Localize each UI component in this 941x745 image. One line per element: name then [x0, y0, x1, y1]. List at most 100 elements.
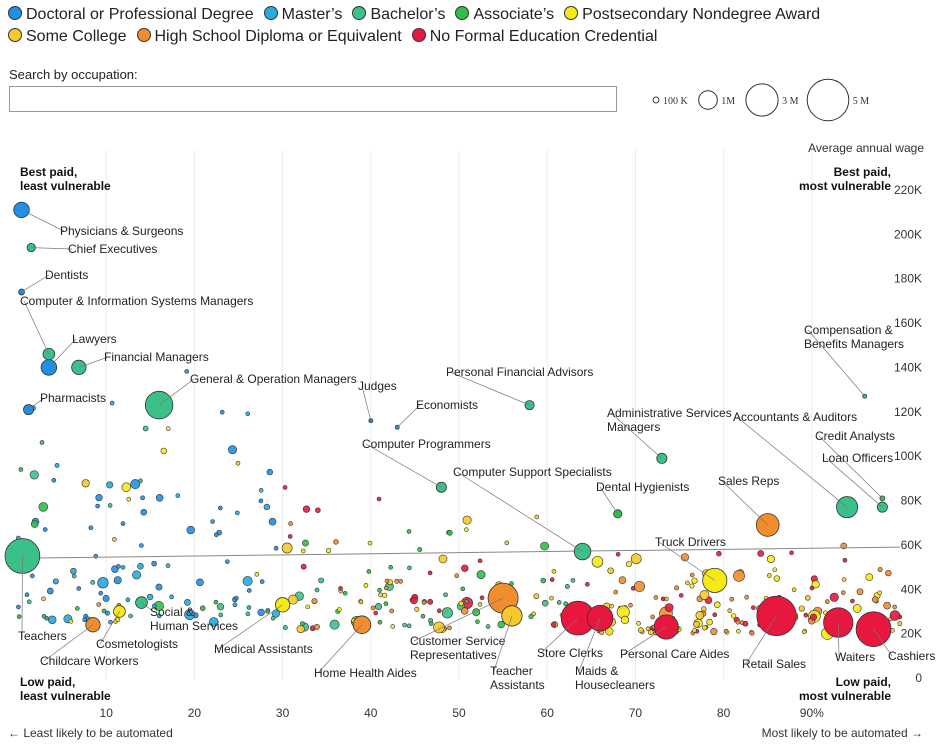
occupation-bubble[interactable]: [674, 585, 680, 591]
labeled-occupation-bubble[interactable]: [756, 595, 797, 637]
occupation-bubble[interactable]: [714, 601, 721, 609]
occupation-bubble[interactable]: [609, 603, 614, 609]
occupation-bubble[interactable]: [421, 600, 427, 605]
occupation-bubble[interactable]: [757, 550, 765, 557]
occupation-bubble[interactable]: [106, 481, 114, 489]
occupation-bubble[interactable]: [689, 572, 695, 578]
occupation-bubble[interactable]: [550, 621, 557, 628]
occupation-bubble[interactable]: [288, 594, 298, 605]
occupation-bubble[interactable]: [165, 563, 171, 568]
occupation-bubble[interactable]: [376, 496, 382, 502]
occupation-bubble[interactable]: [460, 607, 469, 615]
occupation-bubble[interactable]: [460, 586, 466, 592]
occupation-bubble[interactable]: [699, 590, 710, 600]
occupation-bubble[interactable]: [570, 578, 576, 583]
occupation-bubble[interactable]: [281, 542, 293, 554]
occupation-bubble[interactable]: [68, 619, 74, 624]
occupation-bubble[interactable]: [366, 569, 372, 574]
occupation-bubble[interactable]: [16, 604, 21, 610]
occupation-bubble[interactable]: [137, 563, 144, 570]
occupation-bubble[interactable]: [169, 594, 174, 600]
occupation-bubble[interactable]: [132, 570, 142, 580]
occupation-bubble[interactable]: [39, 440, 45, 445]
occupation-bubble[interactable]: [81, 479, 90, 488]
occupation-bubble[interactable]: [437, 608, 442, 614]
occupation-bubble[interactable]: [477, 558, 483, 564]
occupation-bubble[interactable]: [389, 608, 394, 614]
occupation-bubble[interactable]: [636, 621, 641, 626]
occupation-bubble[interactable]: [125, 597, 131, 603]
occupation-bubble[interactable]: [650, 614, 656, 620]
occupation-bubble[interactable]: [200, 605, 206, 611]
occupation-bubble[interactable]: [885, 569, 892, 577]
occupation-bubble[interactable]: [798, 605, 805, 612]
occupation-bubble[interactable]: [504, 540, 510, 546]
occupation-bubble[interactable]: [685, 580, 690, 586]
occupation-bubble[interactable]: [313, 623, 320, 630]
occupation-bubble[interactable]: [485, 624, 491, 629]
occupation-bubble[interactable]: [38, 502, 49, 512]
occupation-bubble[interactable]: [660, 596, 666, 602]
occupation-bubble[interactable]: [541, 599, 549, 607]
occupation-bubble[interactable]: [723, 628, 729, 634]
occupation-bubble[interactable]: [382, 592, 388, 598]
occupation-bubble[interactable]: [475, 619, 480, 624]
occupation-bubble[interactable]: [155, 583, 163, 591]
occupation-bubble[interactable]: [42, 527, 48, 532]
occupation-bubble[interactable]: [216, 603, 225, 611]
occupation-bubble[interactable]: [41, 596, 46, 602]
occupation-bubble[interactable]: [140, 508, 148, 516]
occupation-bubble[interactable]: [534, 514, 540, 520]
occupation-bubble[interactable]: [273, 545, 279, 551]
occupation-bubble[interactable]: [263, 503, 271, 511]
occupation-bubble[interactable]: [225, 559, 230, 564]
occupation-bubble[interactable]: [402, 622, 407, 628]
occupation-bubble[interactable]: [479, 595, 485, 601]
occupation-bubble[interactable]: [165, 426, 171, 431]
occupation-bubble[interactable]: [108, 619, 113, 625]
occupation-bubble[interactable]: [634, 580, 645, 592]
occupation-bubble[interactable]: [528, 613, 534, 620]
occupation-bubble[interactable]: [865, 573, 874, 582]
occupation-bubble[interactable]: [213, 532, 219, 538]
occupation-bubble[interactable]: [628, 602, 633, 608]
occupation-bubble[interactable]: [88, 525, 94, 531]
occupation-bubble[interactable]: [689, 583, 695, 589]
legend-item[interactable]: Postsecondary Nondegree Award: [564, 4, 820, 26]
occupation-bubble[interactable]: [30, 520, 39, 528]
occupation-bubble[interactable]: [889, 610, 901, 621]
occupation-bubble[interactable]: [30, 573, 35, 579]
occupation-bubble[interactable]: [695, 611, 705, 620]
search-input[interactable]: [9, 86, 617, 112]
occupation-bubble[interactable]: [155, 494, 164, 502]
occupation-bubble[interactable]: [414, 606, 420, 612]
occupation-bubble[interactable]: [811, 580, 820, 589]
occupation-bubble[interactable]: [76, 586, 82, 591]
occupation-bubble[interactable]: [772, 567, 778, 573]
occupation-bubble[interactable]: [825, 599, 830, 604]
occupation-bubble[interactable]: [370, 605, 376, 611]
occupation-bubble[interactable]: [637, 627, 644, 633]
occupation-bubble[interactable]: [52, 578, 59, 585]
labeled-occupation-bubble[interactable]: [855, 611, 892, 647]
occupation-bubble[interactable]: [803, 612, 809, 618]
occupation-bubble[interactable]: [630, 553, 642, 565]
occupation-bubble[interactable]: [156, 613, 162, 619]
occupation-bubble[interactable]: [766, 554, 775, 564]
occupation-bubble[interactable]: [710, 628, 718, 636]
occupation-bubble[interactable]: [184, 369, 189, 374]
occupation-bubble[interactable]: [116, 564, 121, 569]
occupation-bubble[interactable]: [591, 555, 604, 568]
occupation-bubble[interactable]: [336, 607, 342, 612]
occupation-bubble[interactable]: [120, 565, 126, 570]
labeled-occupation-bubble[interactable]: [23, 404, 35, 416]
occupation-bubble[interactable]: [840, 590, 846, 595]
occupation-bubble[interactable]: [311, 598, 318, 605]
occupation-bubble[interactable]: [464, 598, 469, 604]
occupation-bubble[interactable]: [196, 578, 204, 587]
occupation-bubble[interactable]: [75, 606, 80, 611]
occupation-bubble[interactable]: [71, 573, 77, 579]
occupation-bubble[interactable]: [394, 578, 400, 584]
occupation-bubble[interactable]: [232, 602, 238, 608]
occupation-bubble[interactable]: [213, 599, 219, 605]
